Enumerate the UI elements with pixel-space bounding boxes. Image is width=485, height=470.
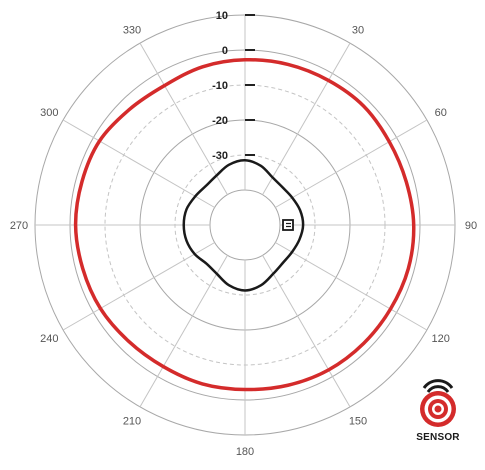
angle-tick-label: 210 xyxy=(123,416,141,428)
angle-tick-label: 180 xyxy=(236,446,254,458)
series-line xyxy=(73,57,416,392)
angle-tick-label: 270 xyxy=(10,220,28,232)
angle-spoke xyxy=(275,242,428,331)
radius-tick-label: 10 xyxy=(216,10,228,22)
angle-spoke xyxy=(139,255,228,408)
target-rings-icon xyxy=(420,391,456,427)
series-line xyxy=(182,158,305,292)
logo-text: SENSOR xyxy=(416,432,460,443)
angle-tick-label: 150 xyxy=(349,416,367,428)
angle-tick-label: 90 xyxy=(465,220,477,232)
radius-tick-label: 0 xyxy=(222,45,228,57)
angle-tick-label: 240 xyxy=(40,333,58,345)
radius-tick-label: -30 xyxy=(212,150,228,162)
series-layer xyxy=(73,57,416,392)
radius-tick-label: -20 xyxy=(212,115,228,127)
radius-tick-label: -10 xyxy=(212,80,228,92)
angle-spoke xyxy=(275,119,428,208)
angle-tick-label: 300 xyxy=(40,107,58,119)
angle-spoke xyxy=(62,119,215,208)
angle-tick-label: 60 xyxy=(435,107,447,119)
angle-tick-label: 30 xyxy=(352,24,364,36)
angle-spoke xyxy=(262,42,351,195)
angle-spoke xyxy=(139,42,228,195)
sensor-logo: SENSOR xyxy=(416,379,460,443)
angle-tick-label: 120 xyxy=(432,333,450,345)
angle-spokes xyxy=(35,15,455,435)
grid-ring xyxy=(209,189,281,261)
angle-spoke xyxy=(262,255,351,408)
radius-labels: 10 0 -10 -20 -30 xyxy=(212,10,255,162)
angle-tick-label: 330 xyxy=(123,24,141,36)
device-marker-icon xyxy=(282,219,294,231)
angle-labels: 30 60 90 120 150 180 210 240 270 300 330 xyxy=(10,24,477,458)
angle-spoke xyxy=(62,242,215,331)
